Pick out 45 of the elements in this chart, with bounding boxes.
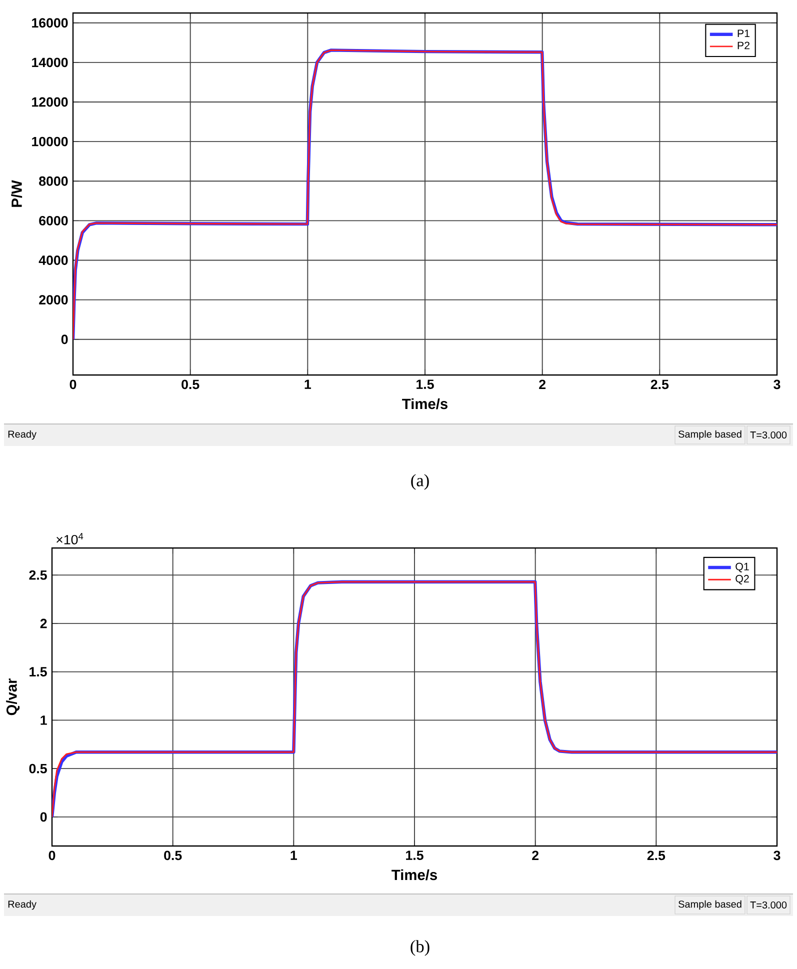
y-tick-label: 4000 <box>38 256 68 265</box>
y-axis-title: P/W <box>11 180 22 207</box>
x-tick-label: 0.5 <box>164 850 182 860</box>
x-tick-label: 1.5 <box>406 850 424 860</box>
y-tick-label: 6000 <box>39 216 68 226</box>
y-tick-label: 0 <box>61 334 68 344</box>
text: Ready <box>8 900 36 910</box>
y-axis-title: Q/var <box>6 678 20 716</box>
y-tick-label: 16000 <box>32 18 68 28</box>
x-tick-label: 2 <box>532 850 539 860</box>
y-tick-label: 2 <box>40 618 47 628</box>
y-tick-label: 0 <box>40 812 47 822</box>
text: Ready <box>8 430 36 440</box>
legend-label: P1 <box>738 30 750 38</box>
y-tick-label: 0.5 <box>29 764 47 774</box>
x-axis-title: Time/s <box>402 398 448 410</box>
x-tick-label: 2.5 <box>647 850 666 860</box>
x-tick-label: 1 <box>290 850 298 860</box>
y-tick-label: 2.5 <box>29 570 47 580</box>
legend-label: Q2 <box>736 574 749 584</box>
y-tick-label: 1.5 <box>30 667 47 676</box>
text: Sample based <box>678 900 742 910</box>
x-tick-label: 3 <box>774 850 780 860</box>
x-tick-label: 0.5 <box>182 380 200 390</box>
text: T=3.000 <box>750 901 787 909</box>
y-tick-label: 1 <box>40 716 47 725</box>
legend-label: P2 <box>738 42 750 50</box>
y-tick-label: 14000 <box>32 58 68 68</box>
x-tick-label: 2.5 <box>650 380 669 390</box>
text: T=3.000 <box>750 431 787 439</box>
y-tick-label: 12000 <box>32 97 68 107</box>
y-tick-label: 10000 <box>32 136 68 146</box>
x-tick-label: 3 <box>774 380 780 390</box>
x-tick-label: 1 <box>304 380 312 389</box>
text: (a) <box>411 474 429 490</box>
y-tick-label: 2000 <box>39 295 68 305</box>
text: Sample based <box>678 430 742 440</box>
text: (b) <box>410 940 430 956</box>
x-tick-label: 0 <box>70 380 76 390</box>
y-tick-label: 8000 <box>39 176 68 186</box>
legend-label: Q1 <box>736 562 749 572</box>
text: ×10$^{4}$ <box>56 533 84 544</box>
x-tick-label: 2 <box>539 380 546 390</box>
x-tick-label: 1.5 <box>416 380 434 389</box>
x-axis-title: Time/s <box>392 869 437 880</box>
